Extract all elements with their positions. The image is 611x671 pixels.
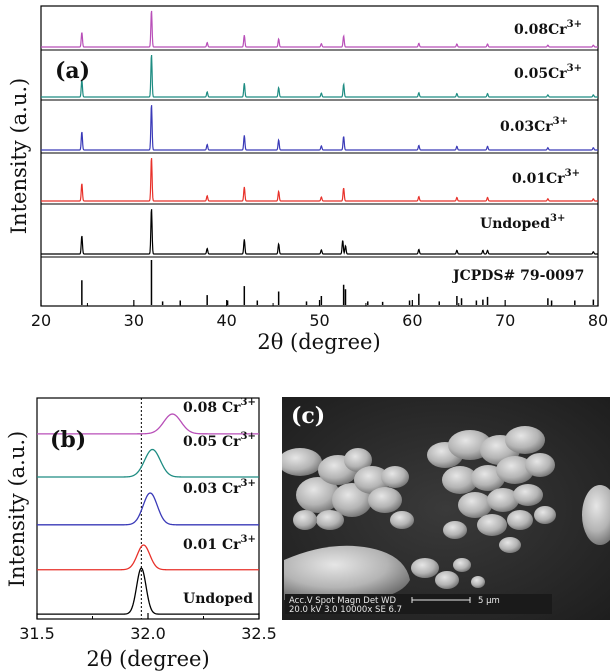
panel-c-letter: (c) [291,403,325,429]
panel-a-tick-label: 80 [588,311,608,330]
panel-b-series-2 [37,492,259,526]
sem-scale-bar-label: 5 μm [478,596,500,606]
panel-a-tick-label: 50 [309,311,329,330]
panel-a-series-4 [41,54,598,98]
panel-a-frame [40,5,599,307]
panel-a-series-label: JCPDS# 79-0097 [451,268,584,284]
panel-b-series-0 [37,567,259,615]
panel-a-letter: (a) [55,58,90,84]
panel-a-tick-label: 20 [31,311,51,330]
panel-a: 20 30 40 50 60 70 80 JCPDS# 79-0097 Undoped3+ 0.… [7,5,608,354]
panel-a-tick-label: 60 [402,311,422,330]
panel-a-series-2 [41,158,598,202]
sem-info-bar [285,594,552,614]
panel-a-series-label: Undoped3+ [480,213,565,232]
panel-b-tick-label: 32.0 [130,624,166,643]
panel-b: 31.5 32.0 32.5 Undoped 0.01 Cr3+ 0.03 Cr3+ 0.… [5,397,277,671]
panel-a-series-3 [41,105,598,151]
panel-b-series-label: 0.03 Cr3+ [183,478,256,497]
panel-c-sem-image: Acc.V Spot Magn Det WD 20.0 kV 3.0 10000… [282,397,610,620]
panel-a-series-label: 0.05Cr3+ [514,63,582,82]
panel-b-series-label: Undoped [183,591,253,607]
panel-b-letter: (b) [50,427,86,453]
panel-b-series-4 [37,413,259,435]
panel-a-series-1 [41,209,598,255]
sem-particles [282,426,610,600]
panel-b-series-1 [37,544,259,571]
panel-b-tick-label: 32.5 [241,624,277,643]
sem-info-values: 20.0 kV 3.0 10000x SE 6.7 [289,605,402,615]
panel-a-tick-label: 30 [124,311,144,330]
panel-a-series-label: 0.08Cr3+ [514,19,582,38]
panel-b-ylabel: Intensity (a.u.) [5,431,29,587]
sem-info-header: Acc.V Spot Magn Det WD [289,596,396,606]
panel-a-series-5 [41,10,598,48]
panel-b-xlabel: 2θ (degree) [86,647,209,671]
panel-a-ylabel: Intensity (a.u.) [7,78,31,234]
panel-a-tick-label: 40 [216,311,236,330]
panel-a-series-label: 0.03Cr3+ [500,116,568,135]
panel-b-series-label: 0.05 Cr3+ [183,431,256,450]
panel-b-series-label: 0.01 Cr3+ [183,534,256,553]
panel-a-series-label: 0.01Cr3+ [512,168,580,187]
panel-a-tick-label: 70 [495,311,515,330]
panel-a-xlabel: 2θ (degree) [257,330,380,354]
panel-b-tick-label: 31.5 [19,624,55,643]
panel-b-series-3 [37,448,259,478]
panel-b-series-label: 0.08 Cr3+ [183,397,256,416]
